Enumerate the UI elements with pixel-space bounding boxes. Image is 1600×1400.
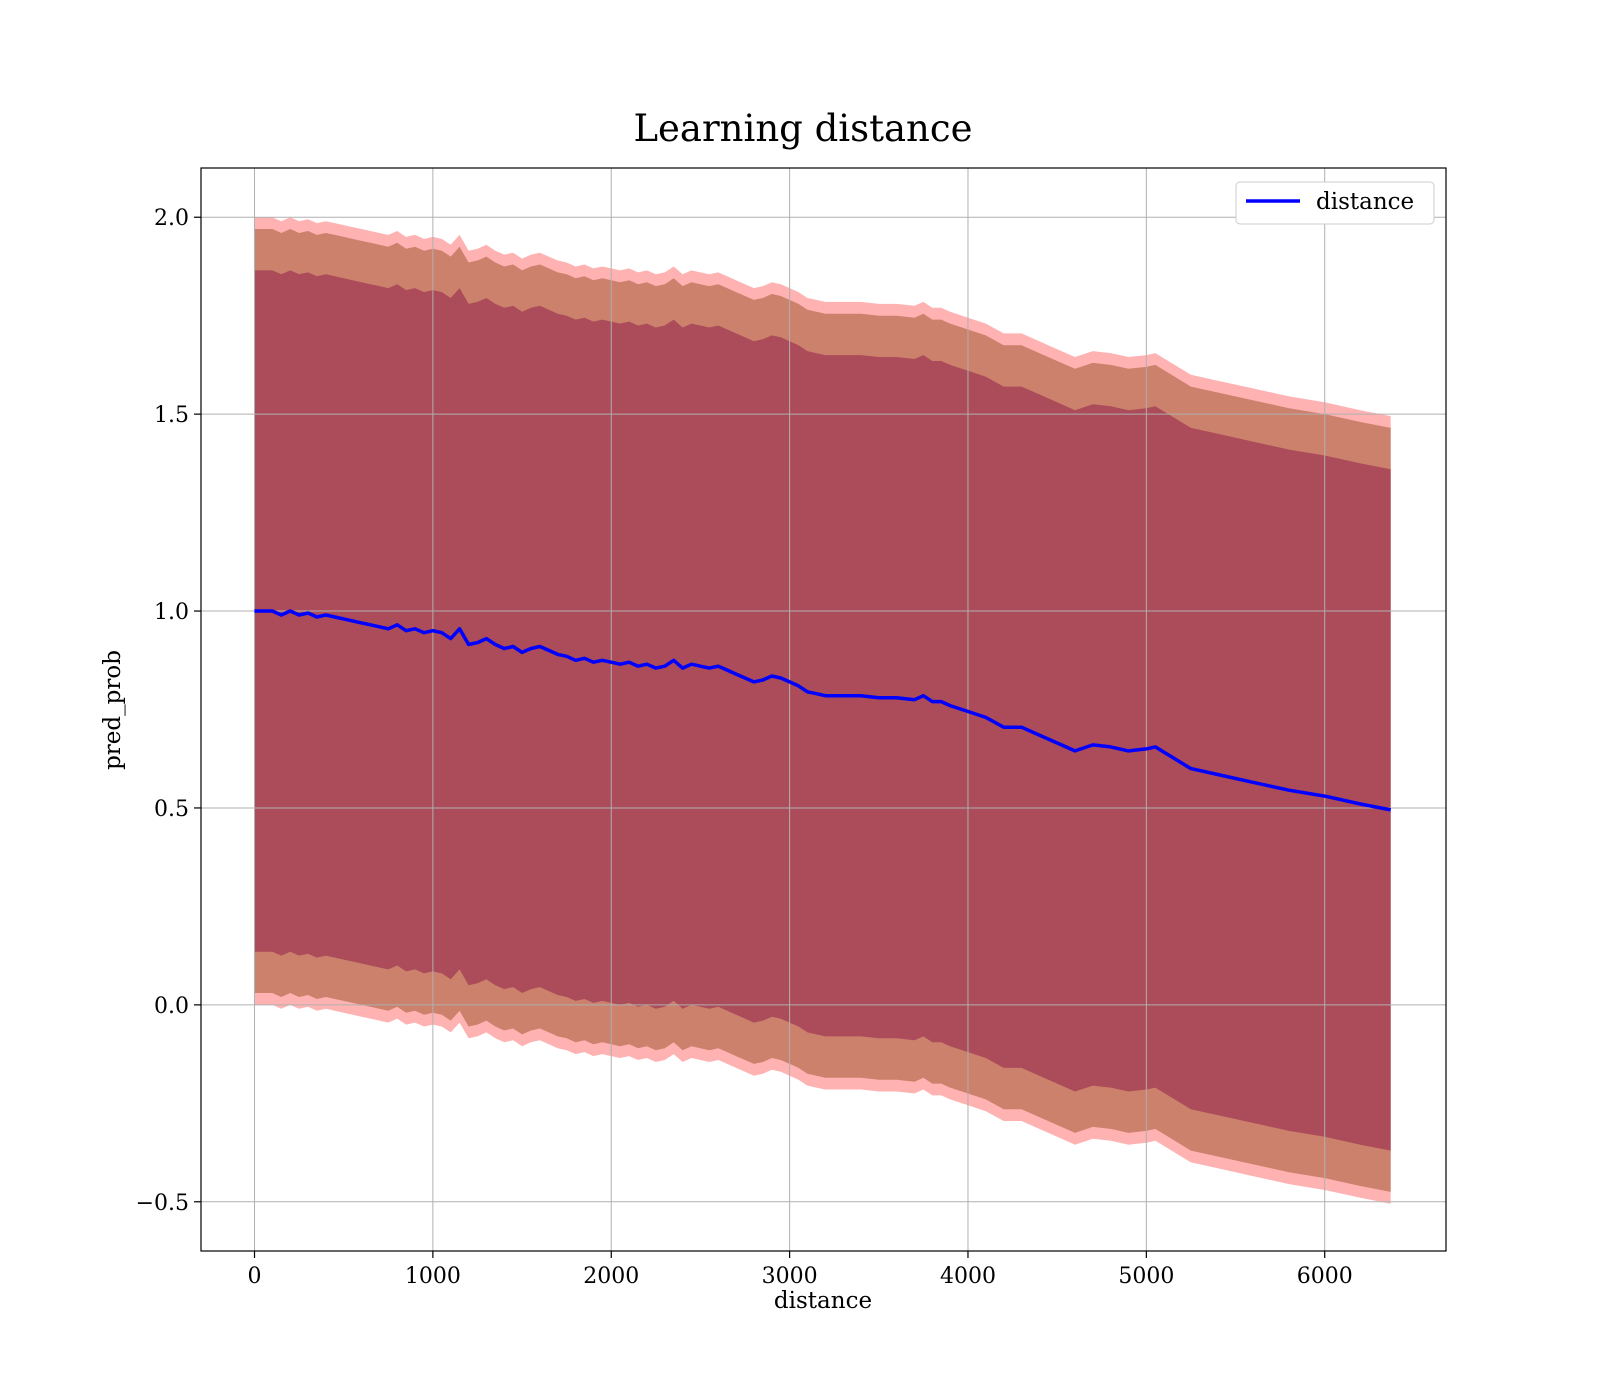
x-axis-label: distance	[774, 1288, 872, 1314]
series-layer	[254, 609, 1392, 812]
y-tick-label: 1.0	[154, 600, 189, 625]
plot-frame	[200, 167, 1447, 1252]
x-tick-label: 2000	[583, 1264, 639, 1289]
legend: distance	[1235, 181, 1435, 225]
x-tick-label: 4000	[940, 1264, 996, 1289]
chart-title: Learning distance	[633, 107, 972, 150]
plot-background	[201, 168, 1446, 1251]
y-tick-label: −0.5	[136, 1191, 189, 1216]
x-tick-label: 0	[248, 1264, 262, 1289]
y-axis-ticks: −0.5 0.0 0.5 1.0 1.5 2.0	[136, 206, 201, 1216]
legend-box	[1235, 181, 1435, 225]
x-tick-label: 5000	[1118, 1264, 1174, 1289]
x-axis-ticks: 0 1000 2000 3000 4000 5000 6000	[248, 1251, 1353, 1289]
band-middle	[254, 229, 1391, 1192]
y-axis-label: pred_prob	[100, 650, 126, 770]
band-outer	[254, 217, 1391, 1204]
y-tick-label: 0.0	[154, 994, 189, 1019]
x-tick-label: 3000	[762, 1264, 818, 1289]
y-tick-label: 2.0	[154, 206, 189, 231]
confidence-bands	[254, 217, 1391, 1204]
legend-entry-distance: distance	[1316, 189, 1414, 215]
grid-lines	[201, 168, 1446, 1251]
y-tick-label: 1.5	[154, 403, 189, 428]
x-tick-label: 1000	[405, 1264, 461, 1289]
y-tick-label: 0.5	[154, 797, 189, 822]
series-line-distance	[254, 609, 1392, 812]
band-inner	[254, 270, 1391, 1151]
x-tick-label: 6000	[1297, 1264, 1353, 1289]
plot-area	[200, 167, 1447, 1252]
